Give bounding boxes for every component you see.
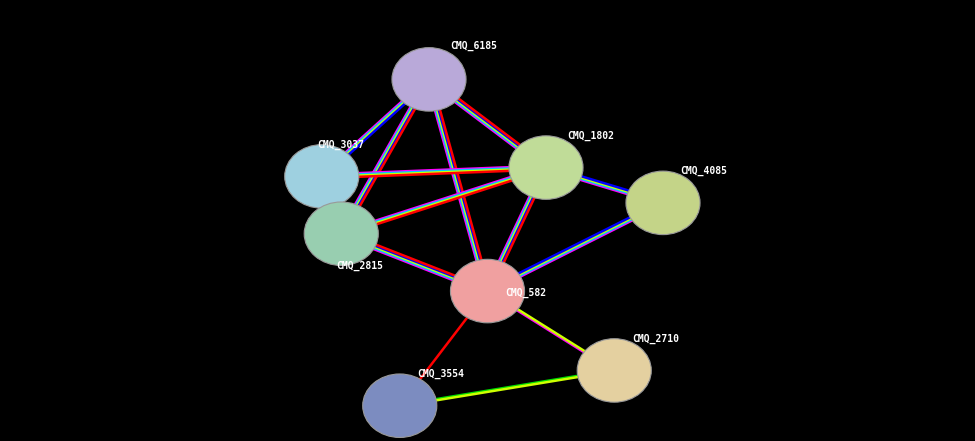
Ellipse shape bbox=[626, 171, 700, 235]
Ellipse shape bbox=[392, 48, 466, 111]
Text: CMQ_582: CMQ_582 bbox=[505, 288, 546, 299]
Text: CMQ_4085: CMQ_4085 bbox=[681, 166, 727, 176]
Text: CMQ_1802: CMQ_1802 bbox=[567, 131, 614, 141]
Text: CMQ_3037: CMQ_3037 bbox=[317, 139, 364, 150]
Text: CMQ_3554: CMQ_3554 bbox=[417, 369, 464, 379]
Ellipse shape bbox=[363, 374, 437, 437]
Ellipse shape bbox=[509, 136, 583, 199]
Ellipse shape bbox=[304, 202, 378, 265]
Ellipse shape bbox=[450, 259, 525, 323]
Text: CMQ_2710: CMQ_2710 bbox=[632, 333, 679, 344]
Text: CMQ_6185: CMQ_6185 bbox=[450, 41, 497, 52]
Ellipse shape bbox=[577, 339, 651, 402]
Text: CMQ_2815: CMQ_2815 bbox=[336, 260, 383, 271]
Ellipse shape bbox=[285, 145, 359, 208]
